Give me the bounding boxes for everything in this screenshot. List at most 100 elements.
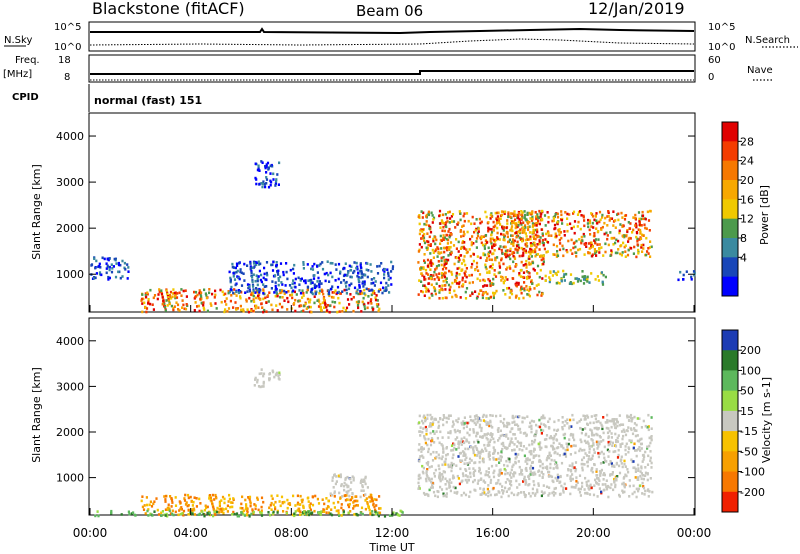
data-cell: [356, 288, 359, 292]
data-cell: [130, 512, 133, 515]
data-cell: [420, 272, 423, 275]
data-cell: [440, 251, 443, 254]
data-cell: [520, 285, 523, 289]
data-cell: [239, 270, 242, 274]
data-cell: [528, 294, 531, 298]
data-cell: [617, 248, 620, 251]
data-cell: [249, 500, 252, 504]
data-cell: [288, 503, 292, 506]
colorbar-swatch: [722, 350, 738, 371]
data-cell: [473, 421, 476, 425]
data-cell: [221, 290, 224, 294]
data-cell: [423, 275, 426, 279]
data-cell: [338, 491, 341, 495]
data-cell: [484, 447, 487, 450]
data-cell: [516, 244, 519, 248]
data-cell: [575, 483, 578, 487]
data-cell: [362, 480, 365, 483]
data-cell: [391, 514, 394, 517]
data-cell: [622, 434, 625, 438]
data-cell: [173, 305, 176, 308]
data-cell: [265, 182, 268, 185]
data-cell: [591, 254, 594, 258]
data-cell: [583, 275, 586, 278]
data-cell: [504, 210, 507, 214]
data-cell: [340, 503, 343, 506]
data-cell: [636, 439, 639, 443]
data-cell: [525, 270, 528, 273]
data-cell: [534, 211, 537, 214]
data-cell: [261, 161, 264, 164]
data-cell: [160, 511, 163, 515]
data-cell: [492, 458, 495, 461]
data-cell: [460, 262, 464, 265]
data-cell: [233, 288, 236, 291]
data-cell: [531, 242, 534, 246]
data-cell: [608, 429, 611, 433]
data-cell: [576, 213, 580, 216]
data-cell: [527, 238, 530, 241]
data-cell: [530, 255, 533, 258]
data-cell: [209, 494, 212, 497]
data-cell: [634, 222, 638, 226]
data-cell: [301, 296, 304, 299]
data-cell: [222, 511, 225, 515]
data-cell: [490, 233, 493, 237]
data-cell: [438, 209, 442, 213]
data-cell: [535, 423, 538, 427]
data-cell: [529, 262, 532, 266]
data-cell: [298, 289, 301, 292]
data-cell: [469, 418, 472, 422]
data-cell: [366, 306, 369, 310]
data-cell: [242, 272, 245, 275]
data-cell: [603, 456, 606, 460]
data-cell: [144, 306, 147, 309]
data-cell: [486, 432, 489, 435]
data-cell: [600, 246, 603, 249]
data-cell: [476, 231, 479, 235]
data-cell: [327, 511, 331, 515]
data-cell: [595, 481, 598, 484]
data-cell: [268, 506, 271, 510]
data-cell: [615, 238, 618, 242]
data-cell: [254, 378, 257, 381]
data-cell: [514, 437, 517, 440]
data-cell: [546, 211, 549, 214]
x-tick-label: 04:00: [173, 526, 208, 540]
nave-tick-top: 60: [708, 55, 721, 66]
data-cell: [303, 279, 306, 283]
data-cell: [544, 425, 547, 428]
data-cell: [595, 468, 598, 471]
data-cell: [260, 505, 263, 509]
data-cell: [436, 246, 439, 249]
data-cell: [566, 217, 569, 220]
data-cell: [417, 477, 420, 481]
data-cell: [246, 264, 249, 267]
data-cell: [278, 161, 281, 165]
data-cell: [612, 450, 615, 454]
data-cell: [557, 270, 560, 274]
data-cell: [610, 432, 613, 435]
data-cell: [640, 246, 643, 249]
data-cell: [451, 213, 455, 216]
data-cell: [614, 426, 617, 429]
data-cell: [164, 508, 167, 511]
data-cell: [533, 440, 536, 444]
data-cell: [538, 290, 541, 294]
data-cell: [425, 428, 428, 431]
data-cell: [251, 508, 254, 511]
data-cell: [505, 425, 508, 428]
data-cell: [492, 486, 495, 490]
data-cell: [621, 482, 624, 486]
data-cell: [618, 414, 621, 417]
data-cell: [345, 285, 348, 288]
data-cell: [318, 289, 322, 293]
data-cell: [507, 437, 510, 440]
data-cell: [536, 253, 540, 256]
data-cell: [270, 508, 273, 511]
data-cell: [343, 288, 346, 292]
data-cell: [321, 498, 324, 501]
data-cell: [487, 253, 490, 256]
data-cell: [487, 494, 490, 498]
